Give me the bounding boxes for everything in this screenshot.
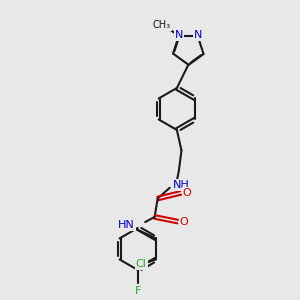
Text: N: N xyxy=(194,30,202,40)
Text: N: N xyxy=(175,30,183,40)
Text: Cl: Cl xyxy=(136,260,147,269)
Text: O: O xyxy=(183,188,191,198)
Text: CH₃: CH₃ xyxy=(153,20,171,30)
Text: O: O xyxy=(180,217,188,226)
Text: F: F xyxy=(134,286,141,296)
Text: HN: HN xyxy=(118,220,135,230)
Text: NH: NH xyxy=(173,180,190,190)
